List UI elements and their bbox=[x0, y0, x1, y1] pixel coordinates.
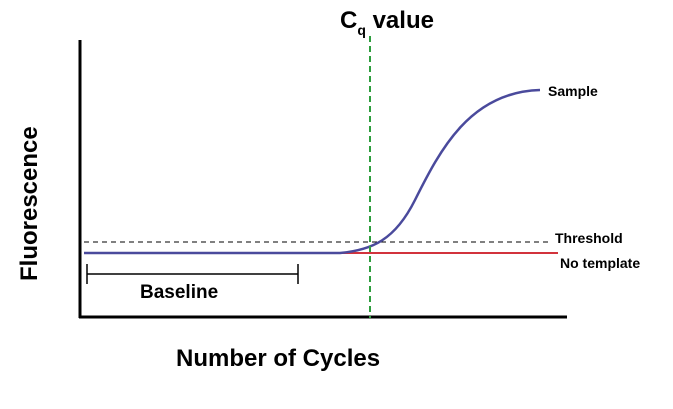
cq-title-main: C bbox=[340, 7, 357, 34]
baseline-label: Baseline bbox=[140, 282, 218, 303]
no-template-label: No template bbox=[560, 255, 640, 271]
threshold-label: Threshold bbox=[555, 230, 623, 246]
cq-title-subscript: q bbox=[357, 22, 366, 38]
sample-label: Sample bbox=[548, 83, 598, 99]
cq-title: Cq value bbox=[340, 7, 434, 38]
sample-curve bbox=[84, 88, 541, 255]
cq-title-suffix: value bbox=[366, 7, 434, 34]
y-axis-label: Fluorescence bbox=[16, 126, 43, 281]
x-axis-label: Number of Cycles bbox=[176, 345, 380, 372]
